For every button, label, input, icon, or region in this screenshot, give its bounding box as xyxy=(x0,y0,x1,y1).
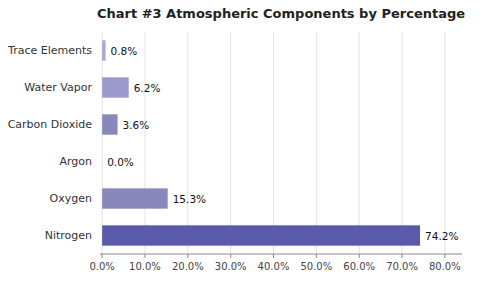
title: Chart #3 Atmospheric Components by Perce… xyxy=(97,6,465,21)
bar xyxy=(102,151,103,171)
grid-line xyxy=(230,32,231,254)
y-tick-label: Trace Elements xyxy=(7,44,92,57)
x-tick-label: 70.0% xyxy=(386,261,418,272)
y-tick-label: Carbon Dioxide xyxy=(8,118,93,131)
x-tick-label: 10.0% xyxy=(129,261,161,272)
data-label: 0.8% xyxy=(111,45,138,57)
bar xyxy=(102,188,168,208)
bar xyxy=(102,114,117,134)
grid-line xyxy=(359,32,360,254)
bar xyxy=(102,77,129,97)
chart-svg: Chart #3 Atmospheric Components by Perce… xyxy=(0,0,484,284)
x-tick-label: 40.0% xyxy=(258,261,290,272)
bar xyxy=(102,40,105,60)
grid xyxy=(102,32,445,254)
x-tick xyxy=(273,254,274,258)
x-tick-label: 60.0% xyxy=(343,261,375,272)
y-tick-label: Oxygen xyxy=(50,192,92,205)
x-tick xyxy=(359,254,360,258)
grid-line xyxy=(144,32,145,254)
data-label: 6.2% xyxy=(134,82,161,94)
grid-line xyxy=(102,32,103,254)
grid-line xyxy=(316,32,317,254)
data-label: 0.0% xyxy=(107,156,134,168)
y-tick-label: Water Vapor xyxy=(24,81,92,94)
data-label: 74.2% xyxy=(425,230,458,242)
grid-line xyxy=(402,32,403,254)
x-tick xyxy=(230,254,231,258)
grid-line xyxy=(187,32,188,254)
x-tick xyxy=(144,254,145,258)
x-tick-label: 30.0% xyxy=(215,261,247,272)
bars xyxy=(102,40,420,245)
x-axis-line xyxy=(100,254,462,255)
x-tick-label: 80.0% xyxy=(429,261,461,272)
y-tick-label: Argon xyxy=(59,155,92,168)
x-tick-label: 50.0% xyxy=(300,261,332,272)
x-tick xyxy=(444,254,445,258)
x-tick xyxy=(102,254,103,258)
chart-container: Chart #3 Atmospheric Components by Perce… xyxy=(0,0,484,284)
x-tick xyxy=(402,254,403,258)
y-tick-label: Nitrogen xyxy=(45,229,92,242)
x-tick-label: 0.0% xyxy=(89,261,114,272)
bar xyxy=(102,225,420,245)
x-tick-label: 20.0% xyxy=(172,261,204,272)
x-tick xyxy=(316,254,317,258)
grid-line xyxy=(273,32,274,254)
grid-line xyxy=(444,32,445,254)
data-label: 15.3% xyxy=(173,193,206,205)
data-label: 3.6% xyxy=(123,119,150,131)
x-tick xyxy=(187,254,188,258)
